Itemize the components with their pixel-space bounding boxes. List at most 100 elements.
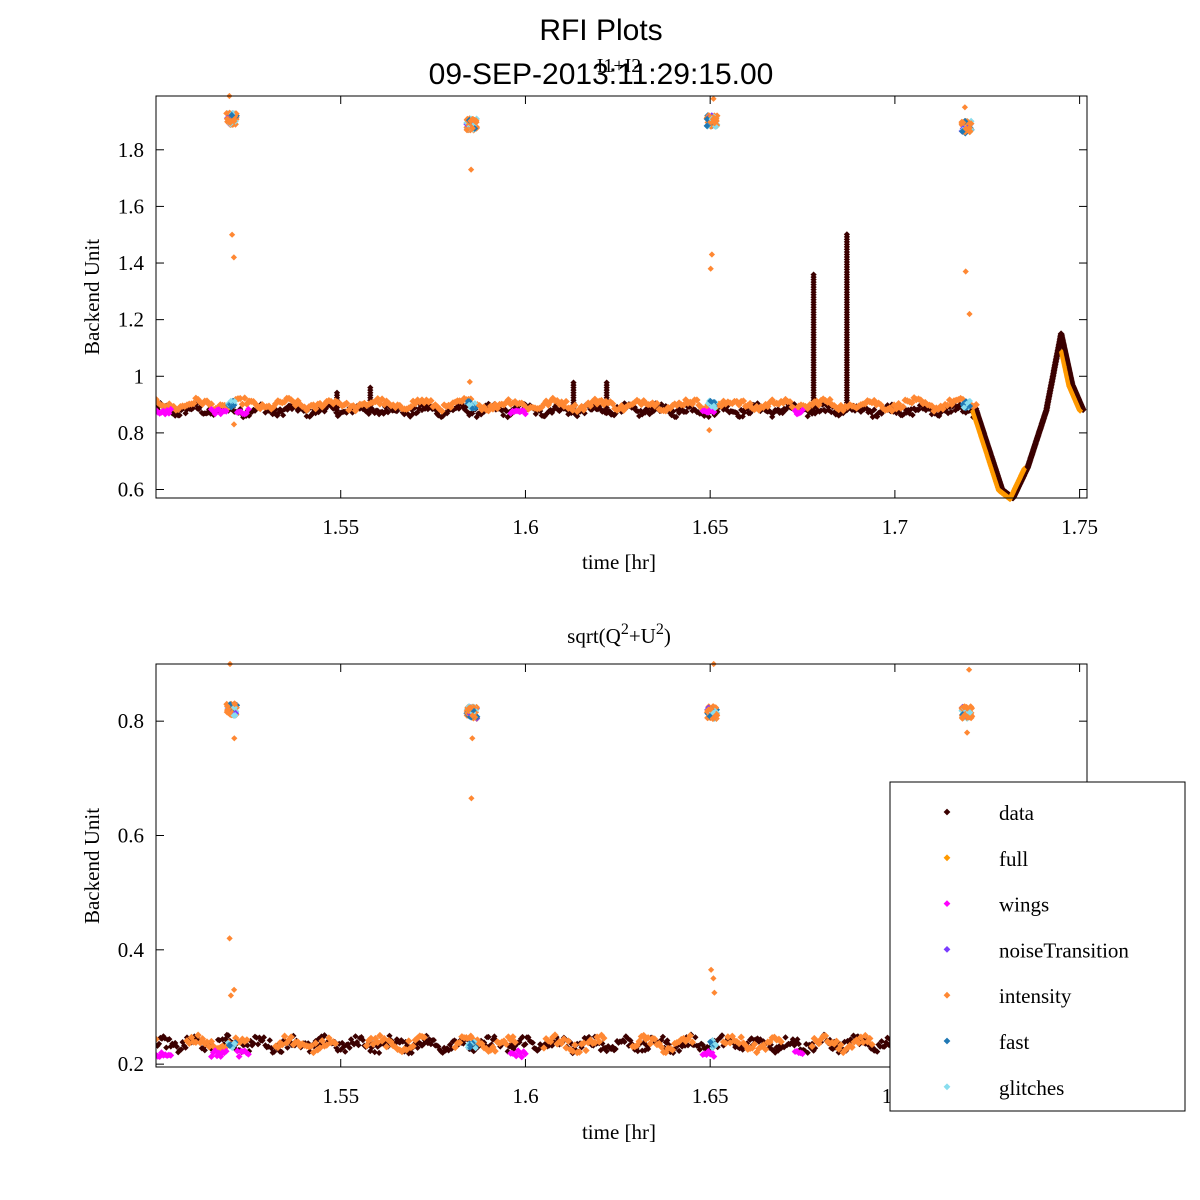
top-panel-y-ticks: 0.6 0.8 1 1.2 1.4 1.6 1.8: [118, 138, 1087, 502]
intensity-point: [653, 399, 661, 408]
intensity-point: [540, 1044, 548, 1052]
outlier-point: [961, 104, 969, 111]
outlier-point: [230, 421, 238, 428]
data-point: [804, 1049, 811, 1056]
y-tick-label: 1.2: [118, 308, 144, 332]
outlier-point: [468, 795, 475, 802]
legend-label-full: full: [999, 847, 1028, 871]
intensity-point: [750, 1040, 759, 1048]
outlier-point: [706, 426, 713, 434]
marks-group: [156, 92, 1087, 502]
top-panel-ylabel: Backend Unit: [80, 239, 104, 355]
top-panel-marks: [156, 92, 1087, 502]
x-tick-label: 1.75: [1061, 515, 1098, 539]
bottom-panel-xlabel: time [hr]: [582, 1120, 656, 1144]
intensity-point: [855, 1039, 863, 1047]
bottom-panel-title: sqrt(Q2+U2): [567, 621, 671, 648]
data-point: [522, 1041, 529, 1048]
intensity-point: [737, 1033, 745, 1041]
intensity-point: [972, 401, 980, 409]
intensity-point: [438, 407, 446, 415]
y-tick-label: 1.8: [118, 138, 144, 162]
outlier-point: [711, 989, 718, 996]
legend: data full wings noiseTransition intensity fas…: [889, 781, 1186, 1112]
legend-label-glitches: glitches: [999, 1076, 1064, 1100]
outlier-point: [226, 935, 233, 942]
legend-label-fast: fast: [999, 1030, 1029, 1054]
intensity-point: [407, 403, 415, 411]
data-point: [225, 1032, 232, 1039]
legend-label-noiseTransition: noiseTransition: [999, 938, 1129, 962]
outlier-point: [963, 729, 971, 736]
y-tick-label: 1.6: [118, 194, 144, 218]
intensity-point: [651, 1035, 659, 1043]
data-spike-point: [333, 389, 341, 396]
bottom-title-sup1: 2: [621, 621, 629, 638]
data-spike-point: [367, 384, 374, 391]
outlier-point: [965, 666, 973, 673]
data-point: [375, 1049, 383, 1057]
intensity-point: [837, 1041, 845, 1049]
bottom-title-end: ): [664, 624, 671, 648]
intensity-point: [761, 1045, 770, 1053]
glitch-point: [707, 1038, 714, 1046]
wings-point: [233, 1047, 241, 1055]
outlier-point: [230, 986, 238, 993]
data-point: [254, 1041, 262, 1048]
noise-cal-point: [703, 122, 711, 130]
data-point: [612, 1045, 619, 1053]
wings-point: [167, 405, 175, 413]
top-panel-title: I1+I2: [597, 55, 642, 77]
data-point: [244, 1042, 251, 1049]
outlier-point: [710, 95, 717, 102]
data-point: [500, 412, 507, 419]
outlier-point: [966, 310, 973, 318]
noise-cal-point: [231, 704, 238, 711]
data-point: [519, 1033, 526, 1041]
noise-cal-point: [230, 117, 238, 125]
data-point: [271, 1048, 278, 1055]
data-point: [535, 1046, 542, 1053]
glitch-point: [712, 1041, 719, 1048]
intensity-point: [571, 1041, 579, 1049]
noise-cal-point: [230, 712, 238, 719]
intensity-point: [420, 1033, 428, 1041]
x-tick-label: 1.6: [512, 1084, 538, 1108]
outlier-point: [707, 265, 714, 272]
bottom-title-mid: +U: [629, 624, 656, 648]
outlier-point: [707, 966, 715, 973]
data-point: [634, 1047, 641, 1055]
outlier-point: [710, 975, 717, 982]
data-point: [173, 1043, 180, 1050]
top-panel: I1+I2 1.55 1.6 1.65 1.7 1.75 0.6 0.8 1 1.2 1.4 1.…: [80, 55, 1098, 574]
outlier-point: [228, 231, 236, 238]
noise-cal-point: [710, 118, 718, 125]
noise-cal-point: [463, 126, 471, 134]
data-point: [794, 1036, 801, 1043]
wings-point: [167, 1052, 175, 1059]
intensity-point: [688, 1038, 697, 1046]
wings-point: [245, 405, 252, 413]
noise-cal-point: [959, 119, 967, 126]
data-point: [250, 1040, 257, 1047]
y-tick-label: 1.4: [118, 251, 145, 275]
y-tick-label: 0.8: [118, 709, 144, 733]
top-panel-frame: [155, 95, 1088, 499]
intensity-point: [571, 401, 579, 409]
intensity-point: [739, 397, 748, 405]
intensity-point: [808, 1042, 816, 1050]
x-tick-label: 1.6: [512, 515, 538, 539]
glitch-point: [469, 405, 476, 412]
y-tick-label: 0.6: [118, 478, 144, 502]
data-point: [718, 1032, 726, 1039]
data-point: [260, 1034, 268, 1041]
x-tick-label: 1.65: [692, 515, 729, 539]
glitch-point: [226, 1042, 234, 1050]
data-point: [603, 1047, 610, 1055]
y-tick-label: 1: [134, 364, 145, 388]
wings-point: [222, 407, 230, 415]
outlier-point: [467, 166, 475, 173]
data-point: [163, 1044, 170, 1051]
y-tick-label: 0.4: [118, 938, 145, 962]
noise-cal-point: [231, 700, 239, 708]
